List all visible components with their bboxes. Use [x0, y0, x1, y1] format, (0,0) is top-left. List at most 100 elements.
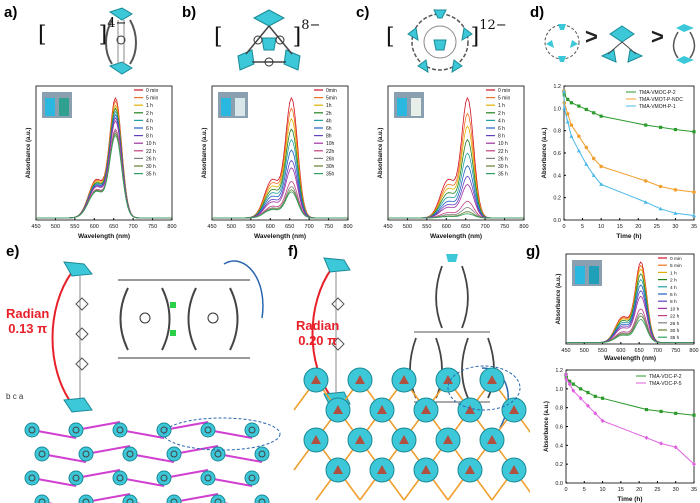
cluster-node — [122, 446, 138, 462]
cluster-node — [112, 422, 128, 438]
data-point — [658, 184, 663, 189]
x-tick-label: 5 — [583, 487, 586, 493]
x-tick-label: 35 — [691, 224, 697, 230]
legend-label: 26 h — [670, 321, 680, 327]
axis-c-e: c — [12, 392, 17, 401]
x-tick-label: 600 — [266, 224, 275, 230]
y-tick-label: 0.6 — [555, 425, 563, 431]
cluster-core — [214, 498, 222, 503]
y-tick-label: 0.6 — [553, 151, 561, 157]
panel-label-b: b) — [182, 4, 197, 21]
y-tick-label: 0.0 — [555, 481, 563, 487]
x-tick-label: 0 — [564, 487, 567, 493]
x-axis-label: Wavelength (nm) — [430, 233, 482, 240]
legend-label: 1h — [326, 103, 332, 109]
cluster-core — [214, 450, 222, 458]
legend-label: 2h — [326, 111, 332, 117]
legend-label: 30h — [326, 164, 335, 170]
x-tick-label: 700 — [129, 224, 138, 230]
data-point — [566, 97, 570, 101]
x-tick-label: 800 — [167, 224, 176, 230]
legend-label: 22 h — [498, 149, 508, 155]
vial-after — [235, 98, 245, 116]
x-axis-label: Time (h) — [617, 496, 642, 503]
cluster-core — [170, 498, 178, 503]
x-tick-label: 800 — [343, 224, 352, 230]
cluster-core — [399, 375, 409, 384]
charge-b: []8− — [214, 18, 321, 50]
cluster-node — [24, 470, 40, 486]
x-tick-label: 600 — [90, 224, 99, 230]
data-point — [591, 156, 596, 161]
x-tick-label: 10 — [600, 487, 606, 493]
data-point — [569, 123, 574, 127]
cage-structure-c — [407, 9, 473, 73]
cluster-core — [355, 375, 365, 384]
legend-label: 6 h — [670, 292, 677, 298]
legend-label: 4 h — [146, 118, 153, 124]
spectrum-line-12 — [212, 191, 348, 219]
x-tick-label: 10 — [598, 224, 604, 230]
vial-before — [397, 98, 407, 116]
highlight-ellipse — [447, 365, 521, 411]
data-point — [565, 119, 570, 124]
y-tick-label: 0.8 — [555, 406, 563, 412]
chart-g2: 0 5 10 15 20 25 30 35 0.0 0.2 0.4 0.6 0.8 1.0 1.2 Time … — [544, 368, 697, 503]
legend-label: 35 h — [498, 172, 508, 178]
x-tick-label: 600 — [442, 224, 451, 230]
legend-label: 26 h — [498, 156, 508, 162]
y-axis-label: Absorbance (a.u.) — [202, 128, 208, 179]
cluster-node — [24, 422, 40, 438]
y-tick-label: 0.2 — [555, 462, 563, 468]
data-point — [599, 182, 604, 186]
y-tick-label: 0.8 — [553, 129, 561, 135]
greater-than-2: > — [651, 24, 664, 49]
x-tick-label: 30 — [673, 487, 679, 493]
data-point — [674, 411, 678, 415]
cluster-core — [258, 498, 266, 503]
legend-label: 22 h — [146, 149, 156, 155]
packing-f — [293, 365, 530, 501]
legend-label: 10 h — [498, 141, 508, 147]
y-axis-label: Absorbance (a.u.) — [544, 401, 550, 452]
chart-b: 450 500 550 600 650 700 750 800 Wavelength (nm) A… — [202, 85, 353, 240]
x-tick-label: 600 — [616, 348, 625, 354]
legend-label: 4 h — [498, 118, 505, 124]
cluster-node — [68, 470, 84, 486]
data-point — [562, 106, 567, 110]
data-point — [658, 206, 663, 211]
data-point — [692, 130, 696, 134]
data-point — [600, 396, 605, 400]
cluster-core — [333, 405, 343, 414]
x-tick-label: 550 — [246, 224, 255, 230]
data-point — [562, 89, 566, 94]
x-tick-label: 30 — [672, 224, 678, 230]
x-tick-label: 650 — [461, 224, 470, 230]
data-point — [659, 441, 664, 446]
plot-frame — [35, 85, 173, 221]
cluster-core — [509, 405, 519, 414]
x-tick-label: 35 — [691, 487, 697, 493]
vial-before — [575, 266, 585, 284]
x-tick-label: 650 — [635, 348, 644, 354]
legend-label: 2 h — [670, 278, 677, 284]
x-tick-label: 750 — [148, 224, 157, 230]
cluster-core — [38, 450, 46, 458]
y-axis-label: Absorbance (a.u.) — [26, 128, 32, 179]
radian-arc-e — [51, 261, 93, 413]
axis-b-e: b — [6, 392, 11, 401]
dimer-e — [118, 279, 250, 359]
charge-a: []4− — [38, 16, 127, 48]
data-point — [565, 112, 570, 116]
cluster-core — [38, 498, 46, 503]
legend-label: 6 h — [146, 126, 153, 132]
legend-label: 26 h — [146, 156, 156, 162]
legend-label: 4h — [326, 118, 332, 124]
data-point — [673, 188, 678, 192]
x-tick-label: 750 — [671, 348, 680, 354]
cluster-core — [204, 426, 212, 434]
data-point — [644, 407, 649, 412]
legend-label: 30 h — [146, 164, 156, 170]
vial-before — [221, 98, 231, 116]
cluster-core — [248, 474, 256, 482]
